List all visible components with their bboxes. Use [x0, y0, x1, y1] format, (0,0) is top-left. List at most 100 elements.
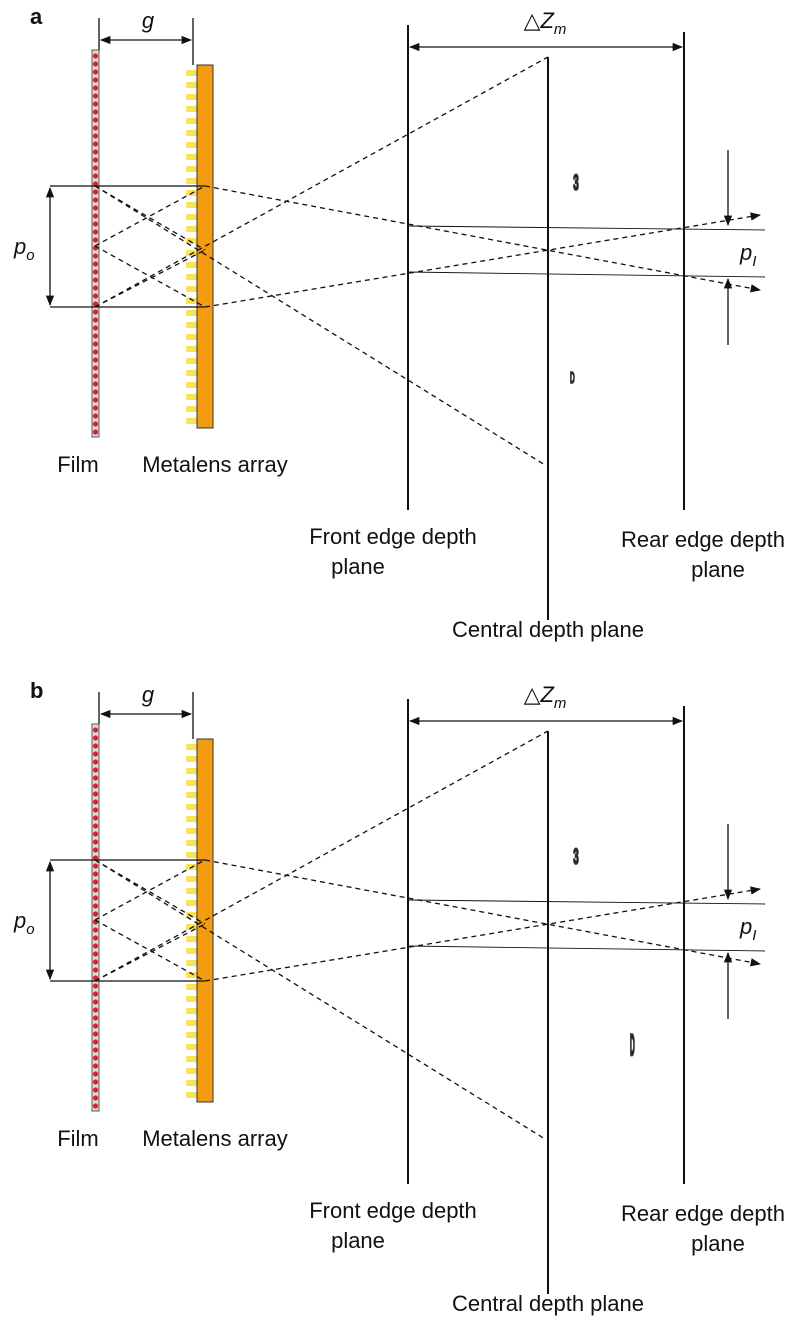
- image-ray: [408, 946, 765, 951]
- depth-range-symbol: △Z: [524, 682, 556, 707]
- nano-pillar: [186, 960, 197, 966]
- film-dot: [93, 269, 98, 274]
- nano-pillar: [186, 888, 197, 894]
- rear-label: plane: [691, 557, 745, 582]
- film-dot: [93, 341, 98, 346]
- nano-pillar: [186, 130, 197, 136]
- nano-pillar: [186, 286, 197, 292]
- nano-pillar: [186, 792, 197, 798]
- film-dot: [93, 69, 98, 74]
- film-dot: [93, 727, 98, 732]
- nano-pillar: [186, 118, 197, 124]
- nano-pillar: [186, 744, 197, 750]
- ray: [95, 731, 548, 981]
- film-dot: [93, 109, 98, 114]
- front-label: Front edge depth: [309, 1198, 477, 1223]
- film-dot: [93, 325, 98, 330]
- depth-range-subscript: m: [554, 695, 567, 712]
- film-dot: [93, 381, 98, 386]
- film-dot: [93, 1095, 98, 1100]
- nano-pillar: [186, 346, 197, 352]
- gap-label: g: [142, 682, 155, 707]
- film-dot: [93, 1079, 98, 1084]
- object-pitch: po: [13, 908, 35, 938]
- nano-pillar: [186, 852, 197, 858]
- image-pitch-symbol: p: [739, 240, 752, 265]
- glyph-d: D: [570, 369, 575, 387]
- film-dot: [93, 871, 98, 876]
- film-dot: [93, 1007, 98, 1012]
- front-label: plane: [331, 554, 385, 579]
- nano-pillar: [186, 984, 197, 990]
- nano-pillar: [186, 780, 197, 786]
- film-dot: [93, 983, 98, 988]
- film: [92, 50, 99, 437]
- film-dot: [93, 1039, 98, 1044]
- film-dot: [93, 413, 98, 418]
- front-label: Front edge depth: [309, 524, 477, 549]
- film-dot: [93, 125, 98, 130]
- glyph-3: 3: [573, 845, 579, 870]
- film-dot: [93, 959, 98, 964]
- film-dot: [93, 951, 98, 956]
- nano-pillar: [186, 804, 197, 810]
- metalens-label: Metalens array: [142, 1126, 288, 1151]
- nano-pillar: [186, 840, 197, 846]
- nano-pillar: [186, 1008, 197, 1014]
- nano-pillar: [186, 82, 197, 88]
- glyph-d: D: [630, 1029, 635, 1062]
- central-label: Central depth plane: [452, 1291, 644, 1316]
- panel-label: a: [30, 4, 43, 29]
- film-dot: [93, 157, 98, 162]
- image-pitch: pI: [739, 240, 756, 270]
- film-dot: [93, 791, 98, 796]
- nano-pillar: [186, 322, 197, 328]
- nano-pillar: [186, 202, 197, 208]
- film-dot: [93, 293, 98, 298]
- nano-pillar: [186, 876, 197, 882]
- film-dot: [93, 349, 98, 354]
- film-dot: [93, 285, 98, 290]
- film-dot: [93, 53, 98, 58]
- film-dot: [93, 903, 98, 908]
- image-ray: [408, 900, 765, 904]
- film-dot: [93, 1087, 98, 1092]
- nano-pillar: [186, 370, 197, 376]
- film-dot: [93, 1023, 98, 1028]
- nano-pillar: [186, 1080, 197, 1086]
- image-pitch-subscript: I: [752, 253, 756, 270]
- nano-pillar: [186, 996, 197, 1002]
- depth-range-symbol: △Z: [524, 8, 556, 33]
- film-dot: [93, 405, 98, 410]
- film-dot: [93, 277, 98, 282]
- film-dot: [93, 421, 98, 426]
- gap-label: g: [142, 8, 155, 33]
- nano-pillar: [186, 154, 197, 160]
- nano-pillar: [186, 310, 197, 316]
- film-dot: [93, 879, 98, 884]
- film-dot: [93, 1031, 98, 1036]
- film-dot: [93, 429, 98, 434]
- film: [92, 724, 99, 1111]
- object-pitch-symbol: p: [13, 234, 26, 259]
- film-dot: [93, 333, 98, 338]
- film-dot: [93, 373, 98, 378]
- nano-pillar: [186, 828, 197, 834]
- nano-pillar: [186, 1020, 197, 1026]
- film-dot: [93, 991, 98, 996]
- nano-pillar: [186, 358, 197, 364]
- depth-range: △Zm: [524, 8, 567, 38]
- panel-label: b: [30, 678, 43, 703]
- nano-pillar: [186, 1056, 197, 1062]
- film-dot: [93, 61, 98, 66]
- film-dot: [93, 735, 98, 740]
- nano-pillar: [186, 70, 197, 76]
- depth-range: △Zm: [524, 682, 567, 712]
- nano-pillar: [186, 936, 197, 942]
- film-dot: [93, 887, 98, 892]
- nano-pillar: [186, 226, 197, 232]
- nano-pillar: [186, 214, 197, 220]
- ray: [205, 860, 760, 964]
- film-dot: [93, 863, 98, 868]
